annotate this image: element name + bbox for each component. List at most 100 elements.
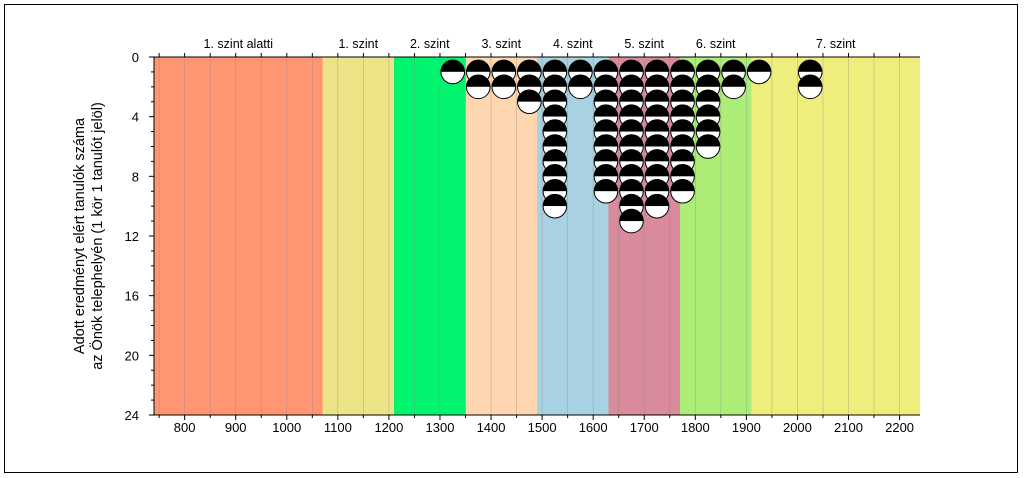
marker-top-half xyxy=(594,89,618,102)
student-marker xyxy=(721,74,746,100)
marker-top-half xyxy=(619,60,644,72)
marker-top-half xyxy=(670,89,695,102)
marker-top-half xyxy=(645,60,669,72)
marker-top-half xyxy=(594,179,618,192)
level-label-3: 2. szint xyxy=(410,37,450,51)
level-band-2 xyxy=(322,57,395,415)
marker-outline xyxy=(619,208,644,234)
marker-top-half xyxy=(670,75,695,87)
marker-top-half xyxy=(543,119,567,132)
marker-top-half xyxy=(670,104,695,117)
marker-top-half xyxy=(466,60,491,72)
x-tick-label: 900 xyxy=(225,420,247,435)
marker-outline xyxy=(440,59,466,85)
x-tick-label: 2000 xyxy=(783,420,812,435)
marker-top-half xyxy=(670,60,695,72)
level-label-4: 3. szint xyxy=(481,37,521,51)
marker-top-half xyxy=(568,75,593,87)
marker-outline xyxy=(568,74,593,100)
student-marker xyxy=(440,59,466,85)
x-tick-label: 2200 xyxy=(885,420,914,435)
marker-top-half xyxy=(645,194,669,207)
marker-top-half xyxy=(543,134,567,147)
marker-top-half xyxy=(517,89,542,102)
marker-bottom-half xyxy=(517,101,542,114)
y-tick-label: 8 xyxy=(132,169,139,184)
student-marker xyxy=(593,178,619,204)
marker-outline xyxy=(721,74,746,100)
marker-top-half xyxy=(696,75,720,87)
level-label-7: 6. szint xyxy=(696,37,736,51)
marker-top-half xyxy=(645,104,669,117)
level-label-8: 7. szint xyxy=(816,37,856,51)
marker-top-half xyxy=(543,104,567,117)
marker-top-half xyxy=(645,119,669,132)
marker-top-half xyxy=(645,149,669,162)
marker-bottom-half xyxy=(492,86,516,99)
marker-top-half xyxy=(517,75,542,87)
level-band-8 xyxy=(751,57,920,415)
marker-top-half xyxy=(440,60,465,72)
marker-top-half xyxy=(619,134,644,147)
marker-top-half xyxy=(466,75,491,87)
level-band-1 xyxy=(154,57,323,415)
y-tick-label: 4 xyxy=(132,110,139,125)
marker-top-half xyxy=(645,89,669,102)
marker-top-half xyxy=(670,134,695,147)
marker-bottom-half xyxy=(543,206,567,218)
marker-top-half xyxy=(645,134,669,147)
marker-top-half xyxy=(594,60,618,72)
marker-bottom-half xyxy=(696,146,720,159)
marker-top-half xyxy=(798,60,823,72)
x-tick-label: 2100 xyxy=(834,420,863,435)
x-tick-label: 1000 xyxy=(272,420,301,435)
x-tick-label: 1100 xyxy=(324,420,352,435)
marker-top-half xyxy=(594,119,618,132)
marker-top-half xyxy=(619,209,644,222)
student-marker xyxy=(465,74,491,100)
marker-bottom-half xyxy=(466,86,491,99)
x-tick-label: 1300 xyxy=(426,420,455,435)
marker-outline xyxy=(746,59,772,85)
marker-top-half xyxy=(645,75,669,87)
level-label-6: 5. szint xyxy=(624,37,664,51)
marker-top-half xyxy=(594,75,618,87)
markers xyxy=(440,59,823,234)
marker-top-half xyxy=(619,104,644,117)
x-tick-label: 800 xyxy=(174,420,196,435)
marker-bottom-half xyxy=(721,86,746,99)
marker-top-half xyxy=(517,60,542,72)
marker-top-half xyxy=(594,149,618,162)
student-marker xyxy=(517,89,542,115)
marker-outline xyxy=(695,134,721,159)
student-marker xyxy=(695,134,721,159)
student-marker xyxy=(746,59,772,85)
grid-lines xyxy=(158,57,900,415)
marker-top-half xyxy=(747,60,771,72)
marker-outline xyxy=(465,74,491,100)
y-tick-label: 16 xyxy=(125,289,139,304)
marker-top-half xyxy=(721,60,746,72)
marker-top-half xyxy=(492,75,516,87)
x-tick-label: 1500 xyxy=(528,420,557,435)
level-band-4 xyxy=(465,57,537,415)
x-tick-label: 1200 xyxy=(374,420,403,435)
level-band-3 xyxy=(394,57,466,415)
marker-top-half xyxy=(543,179,567,192)
marker-bottom-half xyxy=(798,86,823,99)
marker-top-half xyxy=(696,104,720,117)
student-marker xyxy=(568,74,593,100)
marker-bottom-half xyxy=(619,221,644,233)
x-tick-label: 1400 xyxy=(477,420,506,435)
y-tick-label: 0 xyxy=(132,50,139,65)
student-marker xyxy=(644,193,670,219)
marker-top-half xyxy=(670,119,695,132)
y-tick-label: 24 xyxy=(125,408,139,423)
marker-top-half xyxy=(619,164,644,177)
marker-top-half xyxy=(492,60,516,72)
y-axis-label-line: Adott eredményt elért tanulók száma xyxy=(72,117,88,354)
marker-top-half xyxy=(543,60,567,72)
marker-outline xyxy=(797,74,823,100)
marker-top-half xyxy=(568,60,593,72)
